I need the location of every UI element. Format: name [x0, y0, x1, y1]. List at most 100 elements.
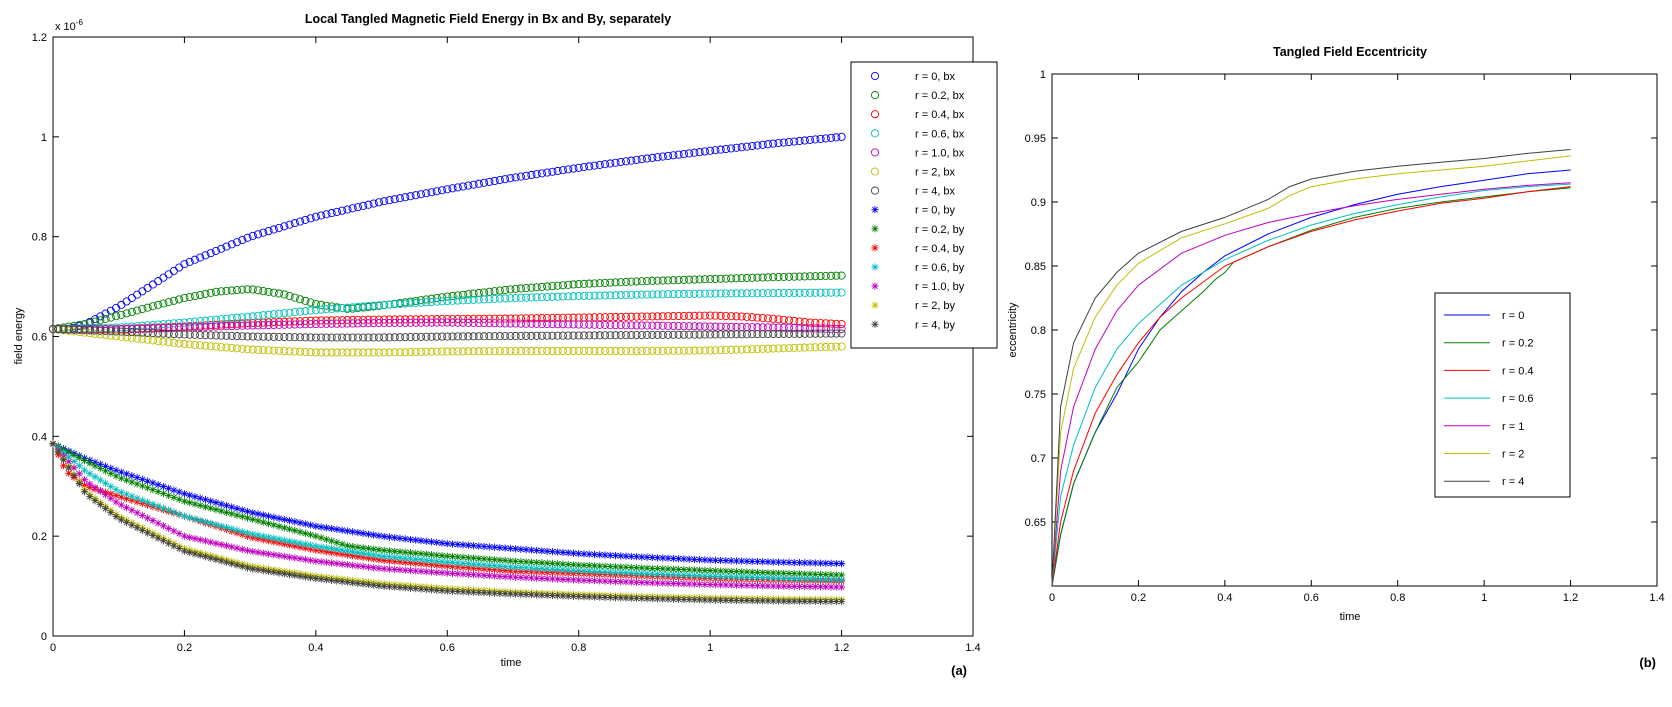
data-point: [175, 318, 184, 327]
data-point: [443, 185, 452, 194]
data-point: [254, 510, 262, 518]
data-point: [490, 347, 499, 356]
data-point: [837, 319, 846, 329]
data-point: [769, 323, 778, 332]
data-point: [501, 285, 510, 295]
data-point: [396, 558, 404, 566]
data-point: [474, 288, 483, 298]
data-point: [164, 298, 173, 307]
data-point: [517, 563, 525, 572]
data-point: [443, 318, 452, 327]
data-point: [427, 297, 436, 307]
data-point: [590, 279, 599, 288]
data-point: [511, 319, 520, 328]
data-point: [254, 566, 262, 574]
data-point: [632, 564, 641, 572]
data-point: [800, 329, 809, 338]
data-point: [617, 563, 625, 571]
data-point: [317, 305, 326, 314]
data-point: [238, 562, 246, 571]
data-point: [422, 568, 430, 576]
data-point: [822, 571, 830, 579]
data-point: [374, 348, 383, 357]
data-point: [59, 456, 68, 464]
legend-item: r = 0.4, by: [871, 243, 965, 255]
data-point: [490, 176, 499, 186]
data-point: [543, 575, 551, 583]
data-point: [322, 544, 330, 552]
data-point: [448, 540, 457, 548]
data-point: [632, 277, 641, 286]
data-point: [243, 507, 252, 516]
data-point: [369, 348, 378, 357]
data-point: [805, 343, 815, 352]
data-point: [600, 291, 610, 300]
data-point: [711, 274, 720, 283]
data-point: [480, 555, 488, 563]
data-point: [590, 593, 599, 601]
data-point: [453, 296, 462, 305]
data-point: [438, 569, 446, 577]
data-point: [75, 480, 83, 488]
data-point: [632, 553, 641, 561]
data-point: [685, 555, 693, 563]
data-point: [437, 293, 447, 302]
data-point: [422, 550, 430, 558]
panel-a-legend: r = 0, bxr = 0.2, bxr = 0.4, bxr = 0.6, …: [850, 61, 998, 349]
data-point: [611, 568, 620, 576]
data-point: [112, 513, 120, 521]
data-point: [254, 531, 262, 539]
data-point: [753, 582, 762, 590]
data-point: [600, 278, 610, 287]
data-point: [112, 312, 121, 321]
data-point: [285, 320, 294, 329]
data-point: [637, 321, 646, 330]
data-point: [86, 493, 94, 501]
data-point: [422, 585, 430, 594]
data-point: [564, 549, 572, 557]
data-point: [312, 557, 320, 565]
panel-a-y-tick-label: 0: [41, 631, 47, 643]
data-point: [227, 319, 236, 329]
data-point: [311, 319, 320, 329]
data-point: [732, 274, 741, 283]
data-point: [674, 321, 683, 331]
data-point: [301, 520, 309, 528]
data-point: [291, 538, 299, 546]
data-point: [822, 583, 830, 591]
data-point: [275, 514, 283, 522]
data-point: [270, 551, 278, 559]
data-point: [374, 319, 383, 328]
data-point: [359, 201, 368, 210]
data-point: [432, 332, 441, 341]
data-point: [443, 587, 451, 595]
data-point: [69, 325, 79, 334]
data-point: [301, 573, 309, 581]
data-point: [722, 581, 730, 589]
data-point: [254, 517, 262, 525]
data-point: [154, 300, 163, 309]
data-point: [553, 331, 562, 340]
legend-item: r = 0, bx: [870, 71, 956, 83]
data-point: [685, 311, 694, 320]
data-point: [774, 582, 783, 590]
data-point: [459, 290, 468, 299]
data-point: [622, 594, 630, 602]
data-point: [296, 217, 305, 226]
data-point: [679, 289, 688, 299]
data-point: [301, 544, 309, 552]
data-point: [291, 518, 299, 526]
data-point: [80, 320, 89, 329]
data-point: [806, 597, 814, 605]
data-point: [616, 157, 625, 167]
data-point: [617, 568, 625, 577]
data-point: [233, 544, 241, 552]
panel-b-y-tick-label: 0.65: [1025, 517, 1046, 529]
data-point: [801, 582, 809, 591]
data-point: [80, 328, 89, 337]
data-point: [485, 177, 494, 186]
data-point: [721, 274, 730, 283]
data-point: [480, 178, 489, 187]
data-point: [453, 347, 462, 356]
panel-a-y-tick-label: 1.2: [32, 32, 47, 44]
